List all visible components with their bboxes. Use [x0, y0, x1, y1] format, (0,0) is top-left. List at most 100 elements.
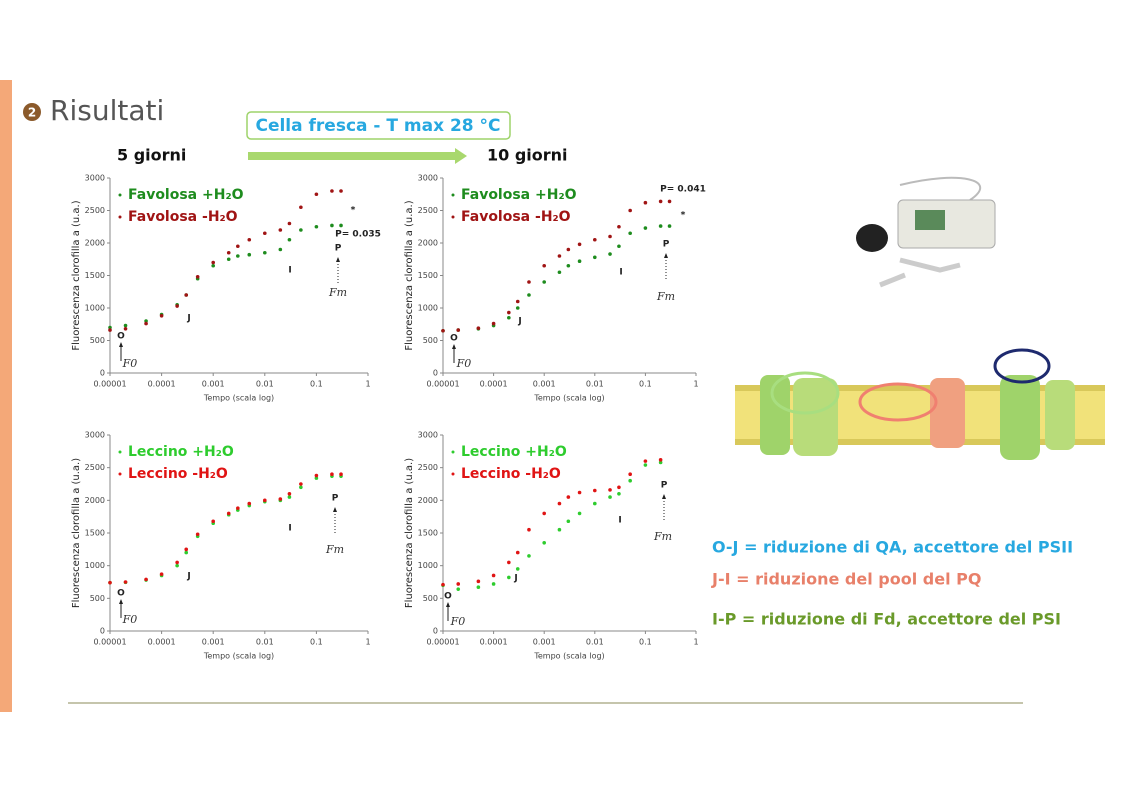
y-tick-label: 0	[100, 369, 105, 378]
x-tick-label: 1	[365, 638, 370, 647]
data-point	[339, 223, 343, 228]
data-point	[658, 460, 663, 465]
data-point	[175, 560, 179, 565]
x-tick-label: 0.0001	[148, 638, 176, 647]
y-tick-label: 1500	[418, 529, 438, 538]
arrow-head	[119, 342, 123, 347]
data-point	[330, 472, 334, 477]
data-point	[608, 488, 612, 492]
data-point	[299, 205, 303, 210]
data-point	[314, 192, 319, 197]
annotation: I	[288, 266, 291, 276]
data-point	[658, 224, 663, 228]
y-tick-label: 500	[90, 336, 105, 345]
slide-number: 2	[28, 106, 36, 120]
y-tick-label: 1500	[418, 271, 438, 280]
annotation: P	[335, 244, 342, 254]
data-point	[658, 199, 663, 204]
annotation: J	[517, 317, 521, 327]
data-point	[593, 255, 597, 260]
data-point	[299, 228, 303, 232]
annotation: Fm	[325, 543, 344, 556]
y-tick-label: 0	[433, 369, 438, 378]
data-point	[287, 492, 292, 496]
annotation: J	[186, 314, 190, 324]
data-point	[643, 200, 648, 205]
legend-label: Leccino -H₂O	[128, 466, 228, 482]
data-point	[441, 582, 445, 587]
data-point	[527, 554, 531, 558]
data-point	[287, 221, 292, 226]
data-point	[263, 231, 267, 236]
x-tick-label: 0.01	[586, 380, 604, 389]
legend-label: Leccino +H₂O	[461, 444, 567, 460]
membrane-diagram	[735, 348, 1105, 460]
y-tick-label: 2500	[418, 206, 438, 215]
condition: Cella fresca - T max 28 °C	[255, 116, 500, 136]
y-tick-label: 2500	[85, 463, 105, 472]
data-point	[108, 580, 112, 585]
x-tick-label: 1	[693, 380, 698, 389]
x-tick-label: 0.001	[533, 638, 556, 647]
data-point	[247, 252, 252, 257]
data-point	[491, 582, 496, 586]
annotation: P	[332, 494, 339, 504]
data-point	[123, 580, 128, 584]
arrow-head	[336, 257, 340, 262]
y-axis-label: Fluorescenza clorofilla a (u.a.)	[404, 200, 415, 350]
annotation: *	[351, 206, 356, 216]
x-tick-label: 0.0001	[148, 380, 176, 389]
data-point	[593, 237, 597, 242]
x-tick-label: 1	[693, 638, 698, 647]
legend-marker	[118, 472, 122, 476]
period-label: 10 giorni	[487, 146, 568, 165]
note: O-J = riduzione di QA, accettore del PSI…	[712, 538, 1073, 557]
x-tick-label: 0.01	[586, 638, 604, 647]
x-tick-label: 0.0001	[480, 638, 508, 647]
data-point	[144, 577, 148, 582]
annotation: O	[444, 592, 452, 602]
data-point	[617, 485, 621, 490]
data-point	[278, 247, 283, 252]
y-axis-label: Fluorescenza clorofilla a (u.a.)	[404, 458, 415, 608]
x-tick-label: 0.00001	[426, 638, 459, 647]
data-point	[339, 189, 343, 193]
legend-marker	[451, 450, 455, 454]
data-point	[658, 458, 663, 462]
data-point	[628, 208, 632, 213]
data-point	[184, 293, 189, 297]
x-tick-label: 1	[365, 380, 370, 389]
data-point	[667, 224, 672, 228]
data-point	[108, 325, 112, 330]
annotation: O	[117, 332, 125, 342]
data-point	[515, 567, 520, 571]
data-point	[236, 244, 240, 249]
data-point	[577, 511, 582, 516]
legend-marker	[118, 215, 122, 219]
data-point	[507, 575, 511, 580]
number-badge	[23, 103, 41, 121]
x-axis-label: Tempo (scala log)	[203, 394, 274, 403]
data-point	[159, 572, 164, 576]
legend-marker	[451, 193, 455, 197]
data-point	[330, 189, 334, 193]
data-point	[226, 257, 231, 262]
data-point	[263, 250, 267, 255]
y-axis-label: Fluorescenza clorofilla a (u.a.)	[71, 458, 82, 608]
annotation: I	[288, 524, 291, 534]
data-point	[278, 497, 283, 501]
data-point	[643, 226, 648, 230]
arrow-head	[662, 494, 666, 499]
annotation: I	[618, 516, 621, 526]
data-point	[226, 511, 231, 516]
legend-label: Leccino -H₂O	[461, 466, 561, 482]
y-tick-label: 0	[433, 627, 438, 636]
x-tick-label: 0.001	[533, 380, 556, 389]
legend-label: Favolosa +H₂O	[461, 187, 577, 203]
data-point	[211, 260, 215, 265]
data-point	[123, 323, 128, 328]
legend-label: Favolosa -H₂O	[461, 209, 571, 225]
data-point	[542, 511, 546, 516]
data-point	[491, 321, 496, 326]
